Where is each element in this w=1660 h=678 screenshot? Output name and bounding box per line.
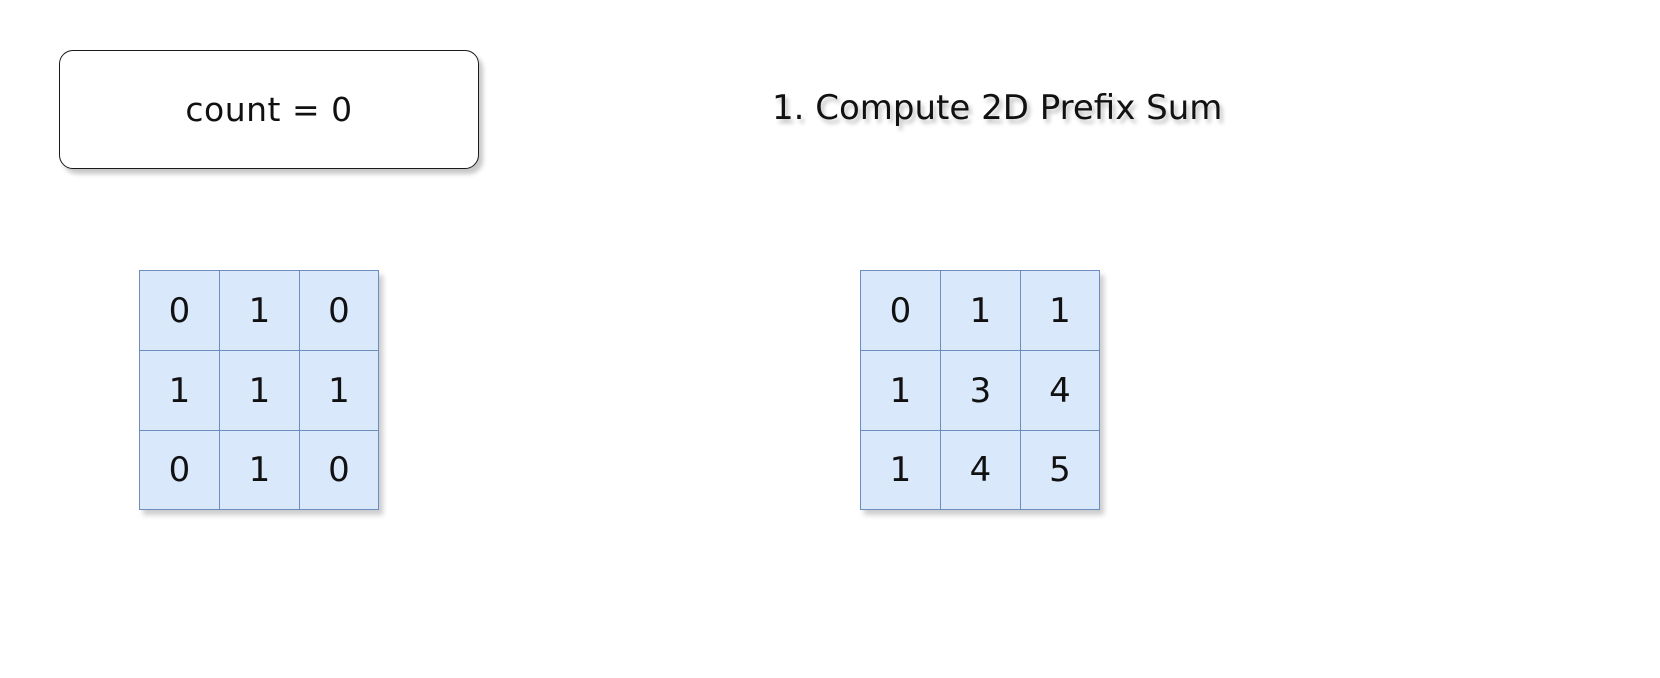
input-cell: 1 xyxy=(219,430,300,510)
input-cell: 0 xyxy=(139,430,220,510)
prefix-cell: 1 xyxy=(1020,270,1100,351)
count-box: count = 0 xyxy=(59,50,479,169)
prefix-cell: 0 xyxy=(860,270,941,351)
input-cell: 0 xyxy=(299,270,379,351)
input-matrix: 0 1 0 1 1 1 0 1 0 xyxy=(139,270,379,510)
prefix-cell: 5 xyxy=(1020,430,1100,510)
prefix-cell: 4 xyxy=(940,430,1021,510)
prefix-cell: 1 xyxy=(940,270,1021,351)
prefix-sum-matrix: 0 1 1 1 3 4 1 4 5 xyxy=(860,270,1100,510)
count-label: count = 0 xyxy=(185,90,353,129)
input-cell: 1 xyxy=(219,350,300,431)
prefix-cell: 1 xyxy=(860,350,941,431)
input-cell: 1 xyxy=(139,350,220,431)
input-cell: 0 xyxy=(299,430,379,510)
input-cell: 1 xyxy=(219,270,300,351)
input-cell: 1 xyxy=(299,350,379,431)
input-cell: 0 xyxy=(139,270,220,351)
prefix-cell: 3 xyxy=(940,350,1021,431)
prefix-cell: 4 xyxy=(1020,350,1100,431)
prefix-cell: 1 xyxy=(860,430,941,510)
step-title: 1. Compute 2D Prefix Sum xyxy=(772,88,1223,128)
